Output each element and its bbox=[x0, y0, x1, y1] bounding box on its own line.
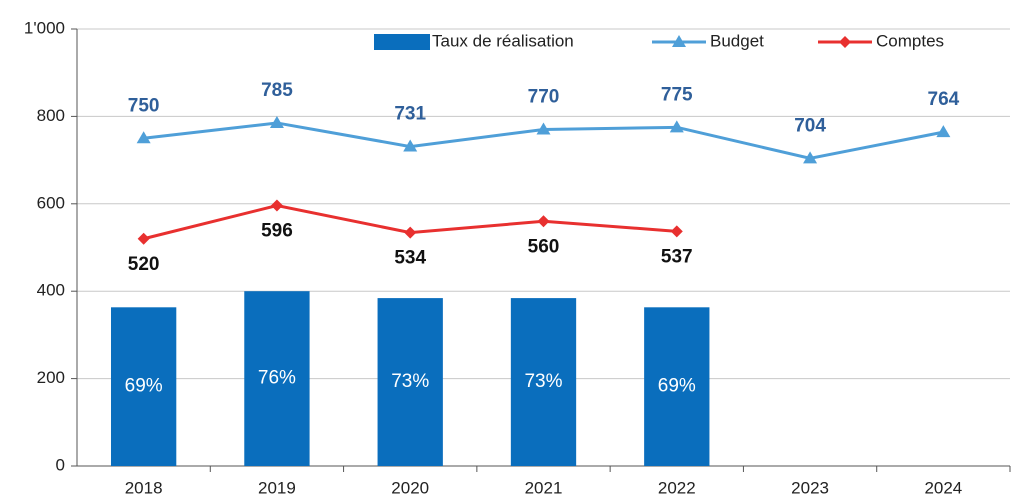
data-label: 537 bbox=[661, 246, 693, 267]
y-tick-label: 600 bbox=[37, 193, 65, 212]
data-label: 731 bbox=[394, 104, 426, 125]
data-label: 785 bbox=[261, 80, 293, 101]
data-label: 534 bbox=[394, 248, 426, 269]
marker bbox=[936, 125, 951, 138]
legend-marker bbox=[839, 36, 851, 48]
y-tick-label: 0 bbox=[56, 455, 65, 474]
data-label: 520 bbox=[128, 254, 160, 275]
data-label: 775 bbox=[661, 84, 693, 105]
legend-marker bbox=[672, 35, 686, 47]
y-tick-label: 200 bbox=[37, 368, 65, 387]
legend-label: Comptes bbox=[876, 31, 944, 50]
legend-swatch bbox=[374, 34, 430, 50]
bar bbox=[110, 307, 177, 466]
x-tick-label: 2018 bbox=[125, 478, 163, 497]
data-label: 770 bbox=[528, 87, 560, 108]
marker bbox=[269, 115, 284, 128]
data-label: 704 bbox=[794, 115, 826, 136]
x-tick-label: 2020 bbox=[391, 478, 429, 497]
data-label: 560 bbox=[528, 236, 560, 257]
y-tick-label: 800 bbox=[37, 106, 65, 125]
marker bbox=[536, 122, 551, 135]
x-tick-label: 2022 bbox=[658, 478, 696, 497]
marker bbox=[803, 151, 818, 164]
marker bbox=[403, 139, 418, 152]
x-tick-label: 2023 bbox=[791, 478, 829, 497]
marker bbox=[137, 232, 150, 245]
bar-label: 69% bbox=[125, 376, 163, 397]
data-label: 750 bbox=[128, 95, 160, 116]
x-tick-label: 2024 bbox=[924, 478, 962, 497]
marker bbox=[670, 225, 683, 238]
bar-label: 76% bbox=[258, 368, 296, 389]
bar bbox=[377, 298, 443, 466]
bar bbox=[644, 307, 710, 466]
bar-label: 73% bbox=[524, 371, 562, 392]
marker bbox=[404, 226, 417, 239]
bar-label: 69% bbox=[658, 376, 696, 397]
bar bbox=[510, 298, 577, 466]
y-tick-label: 1'000 bbox=[24, 18, 65, 37]
legend-label: Budget bbox=[710, 31, 764, 50]
y-tick-label: 400 bbox=[37, 281, 65, 300]
legend-label: Taux de réalisation bbox=[432, 31, 574, 50]
data-label: 764 bbox=[928, 89, 960, 110]
data-label: 596 bbox=[261, 221, 293, 242]
marker bbox=[136, 131, 151, 144]
marker bbox=[669, 120, 684, 133]
bar bbox=[244, 291, 310, 466]
marker bbox=[270, 199, 283, 212]
x-tick-label: 2019 bbox=[258, 478, 296, 497]
x-tick-label: 2021 bbox=[525, 478, 563, 497]
bar-label: 73% bbox=[391, 371, 429, 392]
marker bbox=[537, 215, 550, 228]
